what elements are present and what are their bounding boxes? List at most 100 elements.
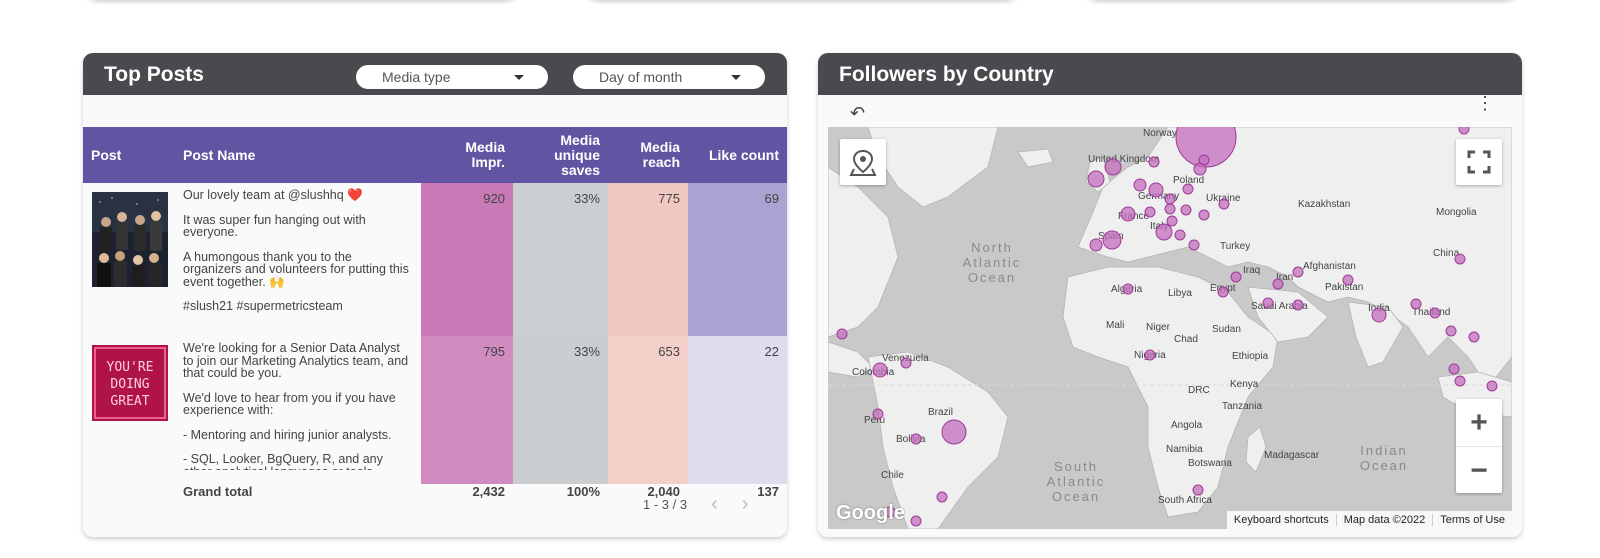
follower-bubble[interactable] <box>1217 286 1229 298</box>
pagination-label: 1 - 3 / 3 <box>643 497 688 512</box>
follower-bubble[interactable] <box>1148 156 1160 168</box>
follower-bubble[interactable] <box>936 491 948 503</box>
follower-bubble[interactable] <box>1468 331 1480 343</box>
follower-bubble[interactable] <box>910 433 922 445</box>
follower-bubble[interactable] <box>1089 238 1103 252</box>
chevron-right-icon[interactable]: › <box>741 493 749 515</box>
zoom-in-button[interactable]: + <box>1470 406 1488 439</box>
grand-total-spacer <box>83 484 175 514</box>
follower-bubble[interactable] <box>1429 307 1441 319</box>
follower-bubble[interactable] <box>1272 278 1284 290</box>
follower-bubble[interactable] <box>1486 380 1498 392</box>
column-header-post-name[interactable]: Post Name <box>175 127 421 183</box>
keyboard-shortcuts-link[interactable]: Keyboard shortcuts <box>1227 514 1337 526</box>
follower-bubble[interactable] <box>1458 127 1470 135</box>
country-label: Norway <box>1143 128 1177 139</box>
follower-bubble[interactable] <box>1445 325 1457 337</box>
follower-bubble[interactable] <box>1371 307 1387 323</box>
follower-bubble[interactable] <box>1122 283 1134 295</box>
media-unique-saves-cell: 33% <box>513 183 608 336</box>
follower-bubble[interactable] <box>1120 206 1136 222</box>
follower-bubble[interactable] <box>1448 363 1460 375</box>
follower-bubble[interactable] <box>1292 266 1304 278</box>
team-photo-thumbnail[interactable] <box>92 192 168 287</box>
undo-icon[interactable]: ↶ <box>850 103 866 123</box>
location-pin-icon <box>849 149 877 176</box>
column-header-media-reach[interactable]: Media reach <box>608 127 688 183</box>
follower-bubble[interactable] <box>1164 193 1176 205</box>
post-paragraph: #slush21 #supermetricsteam <box>183 299 343 313</box>
follower-bubble[interactable] <box>1166 215 1178 227</box>
follower-bubble[interactable] <box>1180 204 1192 216</box>
follower-bubble[interactable] <box>1174 229 1186 241</box>
follower-bubble[interactable] <box>884 506 896 518</box>
media-unique-saves-cell: 33% <box>513 336 608 484</box>
table-row: YOU'RE DOING GREAT We're looking for a S… <box>83 336 787 484</box>
follower-bubble[interactable] <box>1410 298 1422 310</box>
follower-bubble[interactable] <box>900 357 912 369</box>
post-paragraph: - SQL, Looker, BgQuery, R, and any other… <box>183 452 383 470</box>
column-header-post[interactable]: Post <box>83 127 175 183</box>
follower-bubble[interactable] <box>1230 271 1242 283</box>
follower-bubble[interactable] <box>1342 274 1354 286</box>
zoom-out-button[interactable]: − <box>1456 446 1502 494</box>
follower-bubble[interactable] <box>1087 170 1105 188</box>
follower-bubble[interactable] <box>1188 239 1200 251</box>
follower-bubble[interactable] <box>910 515 922 527</box>
ocean-label: Atlantic <box>963 255 1022 270</box>
follower-bubble[interactable] <box>941 419 967 445</box>
country-label: Turkey <box>1220 241 1250 252</box>
terms-of-use-link[interactable]: Terms of Use <box>1440 514 1505 526</box>
ocean-label: North <box>971 240 1013 255</box>
fullscreen-button[interactable] <box>1456 139 1502 185</box>
ocean-label: Ocean <box>1052 489 1100 504</box>
follower-bubble[interactable] <box>1218 198 1230 210</box>
follower-bubble[interactable] <box>1454 375 1466 387</box>
media-reach-cell: 775 <box>608 183 688 336</box>
column-header-media-impr[interactable]: Media Impr. <box>421 127 513 183</box>
follower-bubble[interactable] <box>1104 158 1122 176</box>
follower-bubble[interactable] <box>1133 178 1147 192</box>
ocean-label: Atlantic <box>1047 474 1106 489</box>
follower-bubble[interactable] <box>1182 183 1194 195</box>
follower-bubble[interactable] <box>1144 206 1156 218</box>
follower-bubble[interactable] <box>1262 297 1274 309</box>
column-header-media-unique-saves[interactable]: Media unique saves <box>513 127 608 183</box>
map-canvas: Norway United Kingdom Poland Germany Ukr… <box>828 127 1512 529</box>
country-label: Saudi Arabia <box>1251 301 1308 312</box>
chevron-left-icon[interactable]: ‹ <box>711 493 718 515</box>
follower-bubble[interactable] <box>1155 223 1173 241</box>
country-label: Madagascar <box>1264 450 1320 461</box>
geo-map[interactable]: Norway United Kingdom Poland Germany Ukr… <box>828 127 1512 529</box>
follower-bubble[interactable] <box>1102 230 1122 250</box>
post-paragraph: - Mentoring and hiring junior analysts. <box>183 427 392 442</box>
follower-bubble[interactable] <box>1148 182 1164 198</box>
caret-down-icon <box>514 74 524 80</box>
follower-bubble[interactable] <box>1192 484 1204 496</box>
post-paragraph: We'd love to hear from you if you have e… <box>183 390 396 417</box>
country-label: DRC <box>1188 385 1210 396</box>
column-header-like-count[interactable]: Like count <box>688 127 787 183</box>
follower-bubble[interactable] <box>836 328 848 340</box>
follower-bubble[interactable] <box>1144 349 1156 361</box>
day-of-month-dropdown[interactable]: Day of month <box>573 65 765 89</box>
more-vert-icon[interactable]: ⋮ <box>1476 93 1494 113</box>
media-type-dropdown[interactable]: Media type <box>356 65 548 89</box>
country-label: Ethiopia <box>1232 351 1269 362</box>
map-toolbar: ↶ ⋮ <box>818 93 1522 127</box>
follower-bubble[interactable] <box>1164 203 1176 215</box>
follower-bubble[interactable] <box>872 408 884 420</box>
follower-bubble[interactable] <box>1198 154 1210 166</box>
follower-bubble[interactable] <box>1198 209 1210 221</box>
country-label: Sudan <box>1212 324 1241 335</box>
country-label: Pakistan <box>1325 282 1363 293</box>
follower-bubble[interactable] <box>872 362 888 378</box>
country-label: Iraq <box>1243 265 1260 276</box>
follower-bubble[interactable] <box>1454 253 1466 265</box>
neon-sign-thumbnail[interactable]: YOU'RE DOING GREAT <box>92 345 168 421</box>
media-impr-cell: 795 <box>421 336 513 484</box>
location-pin-button[interactable] <box>840 139 886 185</box>
follower-bubble[interactable] <box>1292 299 1304 311</box>
google-logo: Google <box>836 502 905 524</box>
country-label: Peru <box>864 415 885 426</box>
